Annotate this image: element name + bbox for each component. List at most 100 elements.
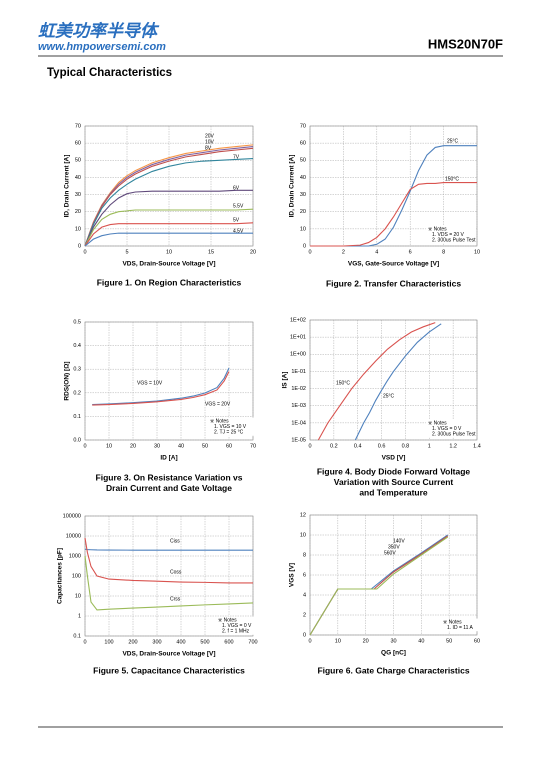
note: ※ Notes: [443, 619, 462, 625]
y-tick-label: 10: [75, 593, 81, 599]
y-tick-label: 1E-05: [291, 437, 306, 443]
x-tick-label: 700: [248, 639, 257, 645]
series-label: 350V: [388, 544, 400, 550]
x-tick-label: 50: [202, 443, 208, 449]
series-label: 25°C: [383, 393, 395, 399]
x-tick-label: 600: [224, 639, 233, 645]
series-line: [92, 371, 230, 406]
series-label: Ciss: [170, 538, 180, 544]
series-label: VGS = 20V: [205, 401, 231, 407]
x-tick-label: 70: [250, 443, 256, 449]
y-tick-label: 30: [300, 192, 306, 198]
x-tick-label: 0: [308, 249, 311, 255]
y-axis-label: ID, Drain Current [A]: [64, 155, 71, 218]
note: 1. VGS = 10 V: [214, 424, 247, 430]
y-tick-label: 50: [75, 158, 81, 164]
x-axis-label: VDS, Drain-Source Voltage [V]: [122, 651, 215, 658]
figure-caption: and Temperature: [359, 487, 428, 497]
series-label: VGS = 10V: [137, 380, 163, 386]
y-tick-label: 1: [78, 613, 81, 619]
notes-box: [216, 616, 266, 635]
note: ※ Notes: [210, 418, 229, 424]
x-tick-label: 0.6: [378, 443, 386, 449]
x-tick-label: 0: [308, 443, 311, 449]
series-line: [317, 322, 436, 441]
y-tick-label: 10: [300, 226, 306, 232]
series-label: Crss: [170, 596, 181, 602]
series-label: 560V: [384, 550, 396, 556]
y-tick-label: 1E+01: [290, 335, 306, 341]
x-axis-label: VDS, Drain-Source Voltage [V]: [122, 261, 215, 268]
series-line: [310, 182, 477, 247]
x-tick-label: 15: [208, 249, 214, 255]
y-tick-label: 1E-02: [291, 386, 306, 392]
y-tick-label: 10000: [66, 533, 81, 539]
series-label: 150°C: [336, 380, 350, 386]
note: 2. f = 1 MHz: [222, 629, 250, 635]
y-axis-label: VGS [V]: [289, 563, 296, 587]
x-tick-label: 40: [418, 638, 424, 644]
series-label: 6V: [233, 185, 240, 191]
x-tick-label: 60: [474, 638, 480, 644]
y-tick-label: 12: [300, 512, 306, 518]
series-line: [84, 189, 253, 247]
y-axis-label: RDS(ON) [Ω]: [64, 361, 71, 400]
x-axis-label: QG [nC]: [381, 650, 406, 657]
note: 1. ID = 11 A: [447, 625, 474, 631]
y-tick-label: 2: [303, 612, 306, 618]
y-tick-label: 100000: [63, 513, 81, 519]
y-tick-label: 0.1: [73, 414, 81, 420]
x-tick-label: 60: [226, 443, 232, 449]
x-tick-label: 2: [342, 249, 345, 255]
series-line: [354, 323, 442, 441]
x-tick-label: 0: [83, 249, 86, 255]
x-tick-label: 20: [130, 443, 136, 449]
x-tick-label: 8: [442, 249, 445, 255]
y-tick-label: 1E-01: [291, 369, 306, 375]
x-tick-label: 0: [308, 638, 311, 644]
figure-caption: Figure 3. On Resistance Variation vs: [96, 472, 243, 482]
y-tick-label: 0.1: [73, 633, 81, 639]
x-tick-label: 4: [375, 249, 378, 255]
note: 1. VDS = 20 V: [432, 232, 464, 238]
x-axis-label: VGS, Gate-Source Voltage [V]: [348, 261, 439, 268]
y-tick-label: 0.0: [73, 437, 81, 443]
series-label: 20V: [205, 133, 215, 139]
x-tick-label: 0.2: [330, 443, 338, 449]
y-tick-label: 0.4: [73, 343, 81, 349]
x-tick-label: 20: [250, 249, 256, 255]
y-tick-label: 0.3: [73, 367, 81, 373]
x-tick-label: 500: [200, 639, 209, 645]
series-label: 5V: [233, 217, 240, 223]
x-tick-label: 50: [446, 638, 452, 644]
y-tick-label: 0: [303, 632, 306, 638]
y-tick-label: 60: [300, 141, 306, 147]
series-label: 150°C: [445, 176, 459, 182]
figure-caption: Figure 1. On Region Characteristics: [97, 277, 242, 287]
y-axis-label: IS [A]: [282, 372, 289, 389]
x-tick-label: 10: [166, 249, 172, 255]
series-line: [92, 367, 230, 406]
x-tick-label: 0.4: [354, 443, 362, 449]
x-tick-label: 0: [83, 443, 86, 449]
series-line: [310, 145, 477, 247]
figure-caption: Figure 4. Body Diode Forward Voltage: [317, 466, 471, 476]
series-line: [309, 536, 449, 636]
notes-box: [441, 618, 491, 632]
figure-caption: Variation with Source Current: [334, 477, 454, 487]
figure-caption: Figure 5. Capacitance Characteristics: [93, 665, 245, 675]
y-tick-label: 0.2: [73, 390, 81, 396]
series-line: [84, 548, 253, 551]
series-label: 140V: [393, 538, 405, 544]
x-axis-label: ID [A]: [160, 455, 177, 462]
note: 1. VGS = 0 V: [432, 426, 462, 432]
series-line: [84, 147, 254, 247]
x-tick-label: 10: [335, 638, 341, 644]
x-tick-label: 10: [474, 249, 480, 255]
y-tick-label: 100: [72, 573, 81, 579]
x-tick-label: 100: [104, 639, 113, 645]
y-axis-label: ID, Drain Current [A]: [289, 155, 296, 218]
y-axis-label: Capacitances [pF]: [57, 548, 64, 604]
x-tick-label: 0.8: [402, 443, 410, 449]
